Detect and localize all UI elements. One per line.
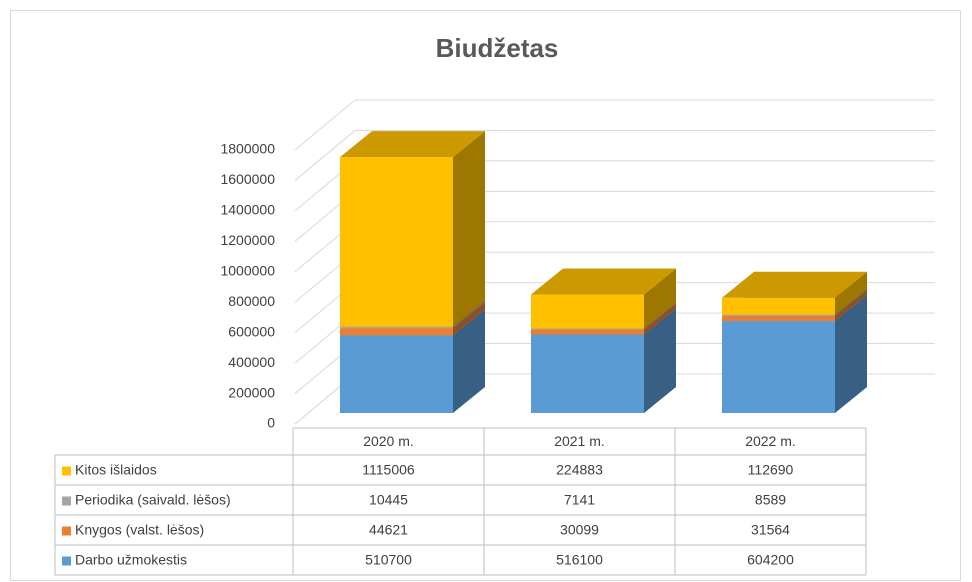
bar-top [340,131,485,158]
y-tick-label: 200000 [228,384,275,400]
x-tick-label: 2022 m. [745,433,796,449]
table-value: 7141 [564,492,595,508]
x-tick-label: 2020 m. [363,433,414,449]
y-tick-label: 1400000 [220,202,275,218]
bar [722,321,835,413]
bar [531,329,644,335]
side-grid-line [294,99,356,151]
y-tick-label: 1600000 [220,171,275,187]
legend-label: Periodika (saivald. lėšos) [75,492,231,508]
bar-side [453,300,485,329]
bar-side [453,131,485,327]
bar-side [835,271,867,315]
bar-side [644,308,676,413]
table-value: 10445 [369,492,408,508]
legend-label: Kitos išlaidos [75,462,157,478]
table-value: 112690 [748,462,794,478]
bar-side [644,303,676,335]
bar [340,335,453,413]
bar-side [835,295,867,413]
legend-swatch [62,466,71,476]
bar-top [531,268,676,295]
table-value: 31564 [751,522,790,538]
table-value: 1115006 [362,462,415,478]
bar-side [835,290,867,322]
bar [340,326,453,329]
bar-side [644,268,676,329]
bar-side [453,309,485,413]
bar-top [722,271,867,298]
legend-swatch [62,556,71,566]
table-value: 510700 [365,552,412,568]
legend-label: Knygos (valst. lėšos) [75,522,204,538]
legend-swatch [62,526,71,536]
bar [340,157,453,327]
table-value: 604200 [747,552,794,568]
legend-swatch [62,496,71,506]
chart-title: Biudžetas [436,33,559,63]
x-tick-label: 2021 m. [554,433,605,449]
bar [531,334,644,413]
bar [722,314,835,317]
table-value: 44621 [369,522,408,538]
table-value: 224883 [556,462,603,478]
bar [722,297,835,315]
y-tick-label: 1000000 [220,262,275,278]
bar [531,328,644,330]
bar-side [644,302,676,330]
table-value: 30099 [560,522,599,538]
table-value: 8589 [755,492,786,508]
bar [531,294,644,329]
bar [340,328,453,336]
legend-label: Darbo užmokestis [75,552,187,568]
y-tick-label: 0 [267,415,275,431]
y-tick-label: 1200000 [220,232,275,248]
side-grid-line [294,130,356,181]
bar-side [835,288,867,317]
bar [722,316,835,322]
y-tick-label: 600000 [228,323,275,339]
y-tick-label: 400000 [228,354,275,370]
y-tick-label: 800000 [228,293,275,309]
y-tick-label: 1800000 [220,141,275,157]
bar-side [453,302,485,336]
table-value: 516100 [556,552,603,568]
